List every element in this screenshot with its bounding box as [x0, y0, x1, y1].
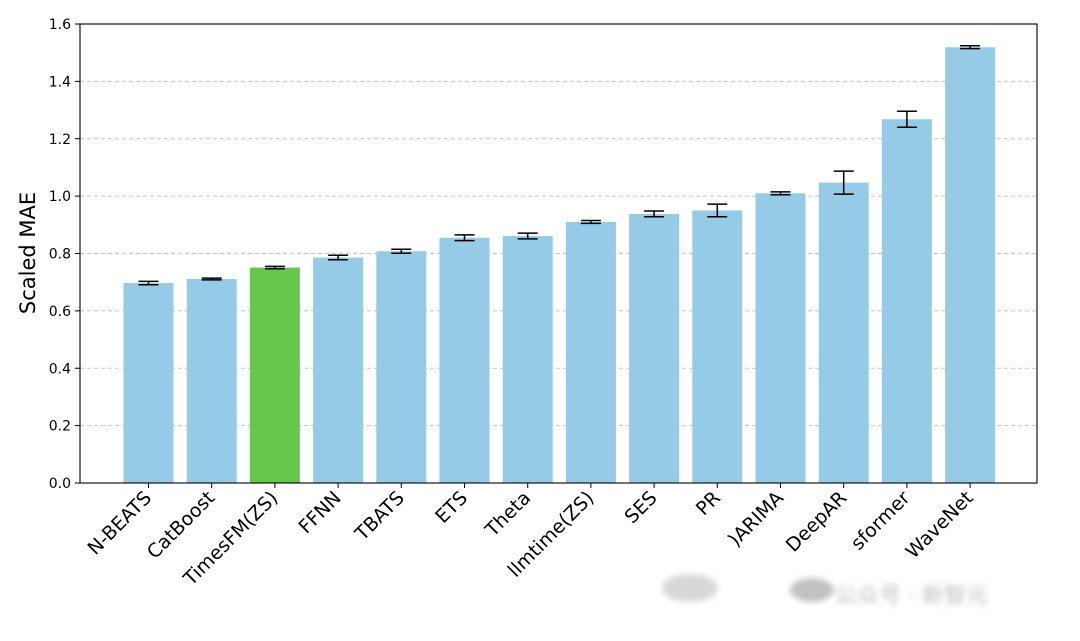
error-bar [328, 254, 349, 261]
y-tick-label: 1.0 [49, 189, 71, 205]
error-bars [138, 45, 981, 286]
grid-lines [80, 80, 1037, 427]
y-tick-label: 0.2 [49, 419, 71, 435]
watermark-blob [662, 574, 718, 602]
bar [945, 47, 996, 483]
bar [629, 213, 680, 483]
watermark-logo-icon [790, 578, 834, 602]
watermark-text: 公众号 · 新智元 [835, 584, 988, 609]
y-tick-label: 0.8 [49, 247, 71, 263]
y-tick-label: 1.6 [49, 17, 71, 33]
bar [376, 251, 427, 483]
bar [313, 257, 364, 483]
bar [249, 267, 300, 483]
error-bar [391, 248, 412, 254]
error-bar [264, 265, 285, 270]
error-bar [517, 232, 538, 240]
error-bar [454, 234, 475, 242]
y-tick-label: 0.6 [49, 304, 71, 320]
error-bar [896, 110, 917, 129]
error-bar [707, 203, 728, 218]
y-tick-label: 0.4 [49, 361, 71, 377]
bar [692, 210, 743, 483]
bar [818, 182, 869, 483]
error-bar [580, 219, 601, 225]
error-bar [644, 210, 665, 218]
bars [123, 47, 996, 484]
y-tick-label: 0.0 [49, 476, 71, 492]
error-bar [960, 45, 981, 50]
bar [565, 221, 616, 483]
bar [881, 119, 932, 484]
error-bar [833, 170, 854, 195]
error-bar [770, 191, 791, 196]
error-bar [201, 277, 222, 281]
bar [123, 283, 174, 483]
y-tick-label: 1.4 [49, 74, 71, 90]
bar [439, 237, 490, 483]
y-tick-label: 1.2 [49, 132, 71, 148]
bar [186, 279, 237, 483]
error-bar [138, 280, 159, 286]
y-axis-ticks: 0.0 0.2 0.4 0.6 0.8 1.0 1.2 1.4 1.6 [49, 17, 80, 492]
watermark: 公众号 · 新智元 [662, 574, 988, 609]
bar [502, 236, 553, 483]
y-axis-title: Scaled MAE [16, 192, 40, 314]
bar [755, 193, 806, 483]
